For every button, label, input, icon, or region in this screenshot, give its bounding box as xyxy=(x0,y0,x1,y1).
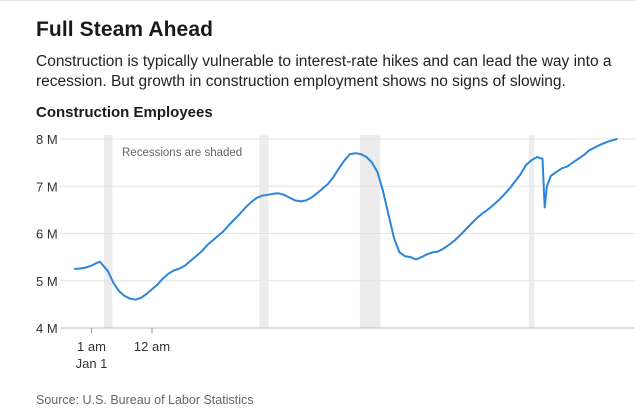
line-chart: 4 M 5 M 6 M 7 M 8 M 1 am Jan 1 12 am Recession… xyxy=(36,132,635,371)
source-note: Source: U.S. Bureau of Labor Statistics xyxy=(36,393,254,407)
x-tick-label: Jan 1 xyxy=(76,356,108,371)
chart-title: Construction Employees xyxy=(36,104,213,121)
headline: Full Steam Ahead xyxy=(36,18,214,41)
y-tick-label: 4 M xyxy=(36,321,58,336)
y-tick-label: 7 M xyxy=(36,179,58,194)
recession-band xyxy=(528,135,535,328)
recession-band xyxy=(359,135,381,328)
y-tick-label: 8 M xyxy=(36,132,58,147)
recession-band xyxy=(259,135,269,328)
x-axis: 1 am Jan 1 12 am xyxy=(76,328,170,371)
y-axis: 4 M 5 M 6 M 7 M 8 M xyxy=(36,132,58,336)
recession-annotation: Recessions are shaded xyxy=(122,147,242,159)
x-tick-label: 12 am xyxy=(134,339,170,354)
top-divider xyxy=(0,0,636,1)
dek: Construction is typically vulnerable to … xyxy=(36,53,612,90)
gridlines xyxy=(60,138,635,329)
recession-bands xyxy=(104,135,535,328)
recession-band xyxy=(104,135,113,328)
x-tick-label: 1 am xyxy=(77,339,106,354)
series-line xyxy=(74,138,618,301)
series-lines xyxy=(74,138,618,301)
y-tick-label: 6 M xyxy=(36,227,58,242)
y-tick-label: 5 M xyxy=(36,274,58,289)
